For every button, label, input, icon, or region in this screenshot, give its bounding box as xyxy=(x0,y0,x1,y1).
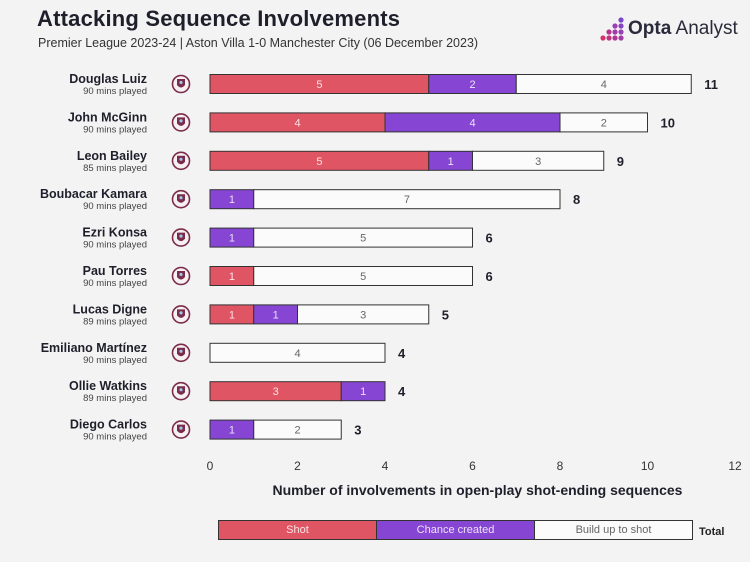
bar-segment-chance-label: 1 xyxy=(229,425,235,437)
brand-bold: Opta xyxy=(628,18,672,39)
player-name: Douglas Luiz xyxy=(69,72,147,86)
bar-total-label: 10 xyxy=(661,115,675,130)
bar-total-label: 4 xyxy=(398,346,406,361)
brand-name: Opta Analyst xyxy=(628,18,738,40)
bar-total-label: 5 xyxy=(442,307,449,322)
player-minutes: 89 mins played xyxy=(83,393,147,404)
bar-segment-chance-label: 1 xyxy=(360,386,366,398)
bar-segment-shot-label: 1 xyxy=(229,309,235,321)
x-tick-label: 8 xyxy=(557,459,564,473)
player-minutes: 85 mins played xyxy=(83,163,147,174)
bar-segment-build-up-label: 2 xyxy=(294,425,300,437)
bar-total-label: 8 xyxy=(573,192,580,207)
bar-segment-build-up xyxy=(297,304,430,325)
x-tick-label: 12 xyxy=(728,459,742,473)
bar-total-label: 4 xyxy=(398,384,406,399)
bar-segment-shot-label: 3 xyxy=(273,386,279,398)
chart-title: Attacking Sequence Involvements xyxy=(37,6,401,31)
player-minutes: 90 mins played xyxy=(83,278,147,289)
bar-segment-shot-label: 5 xyxy=(316,156,322,168)
legend-shot: Shot xyxy=(218,520,377,540)
x-tick-label: 2 xyxy=(294,459,301,473)
bar-segment-build-up xyxy=(559,112,648,133)
bar-segment-build-up-label: 4 xyxy=(294,348,300,360)
club-crest-lion-icon xyxy=(179,157,183,161)
bar-segment-shot-label: 4 xyxy=(294,117,300,129)
player-name: Emiliano Martínez xyxy=(41,341,147,355)
bar-segment-build-up-label: 4 xyxy=(601,79,607,91)
legend-total: Total xyxy=(699,526,725,538)
bar-segment-chance-label: 1 xyxy=(229,233,235,245)
x-tick-label: 4 xyxy=(382,459,389,473)
bar-segment-build-up xyxy=(209,342,386,363)
bar-segment-build-up xyxy=(515,74,692,94)
player-name: Ezri Konsa xyxy=(82,226,148,240)
player-name: Boubacar Kamara xyxy=(40,187,148,201)
bar-total-label: 9 xyxy=(617,154,624,169)
bar-segment-shot-label: 1 xyxy=(229,271,235,283)
bar-segment-build-up-label: 2 xyxy=(601,117,607,129)
player-minutes: 90 mins played xyxy=(83,432,147,443)
club-crest-lion-icon xyxy=(179,349,183,353)
bar-total-label: 6 xyxy=(486,231,493,246)
x-tick-label: 10 xyxy=(641,459,655,473)
player-minutes: 90 mins played xyxy=(83,240,147,251)
player-minutes: 90 mins played xyxy=(83,355,147,366)
club-crest-lion-icon xyxy=(179,80,183,85)
chart-subtitle: Premier League 2023-24 | Aston Villa 1-0… xyxy=(38,36,479,50)
player-name: Ollie Watkins xyxy=(69,379,147,393)
club-crest-lion-icon xyxy=(179,311,183,315)
x-tick-label: 0 xyxy=(207,459,214,473)
bar-total-label: 3 xyxy=(354,423,361,438)
player-name: Lucas Digne xyxy=(73,302,147,316)
bar-segment-build-up xyxy=(253,419,342,440)
player-name: John McGinn xyxy=(68,110,147,124)
bar-segment-build-up xyxy=(253,227,473,248)
bar-segment-build-up-label: 7 xyxy=(404,194,410,206)
opta-dots-logo-icon xyxy=(600,17,624,41)
club-crest-lion-icon xyxy=(179,388,183,392)
club-crest-lion-icon xyxy=(179,196,183,200)
legend-build-up: Build up to shot xyxy=(535,520,693,540)
brand-rest: Analyst xyxy=(675,18,738,39)
club-crest-lion-icon xyxy=(179,426,183,430)
club-crest-lion-icon xyxy=(179,234,183,238)
bar-total-label: 6 xyxy=(486,269,493,284)
bar-segment-chance-label: 2 xyxy=(469,79,475,91)
player-name: Leon Bailey xyxy=(77,149,147,163)
bar-segment-build-up-label: 3 xyxy=(360,309,366,321)
bar-segment-chance xyxy=(340,381,386,402)
club-crest-lion-icon xyxy=(179,272,183,277)
player-minutes: 90 mins played xyxy=(83,201,147,212)
bar-segment-build-up xyxy=(472,150,605,171)
bar-segment-chance-label: 4 xyxy=(469,117,475,129)
club-crest-lion-icon xyxy=(179,119,183,123)
bar-segment-chance-label: 1 xyxy=(273,309,279,321)
player-name: Pau Torres xyxy=(83,264,147,278)
bar-segment-shot-label: 5 xyxy=(316,79,322,91)
bar-segment-build-up-label: 5 xyxy=(360,233,366,245)
legend: Shot Chance created Build up to shot xyxy=(218,520,693,542)
player-name: Diego Carlos xyxy=(70,418,147,432)
player-minutes: 90 mins played xyxy=(83,124,147,135)
bar-segment-build-up-label: 5 xyxy=(360,271,366,283)
player-minutes: 89 mins played xyxy=(83,316,147,327)
x-axis-label: Number of involvements in open-play shot… xyxy=(273,482,683,498)
bar-segment-build-up xyxy=(253,266,473,286)
legend-chance-created: Chance created xyxy=(377,520,535,540)
bar-segment-build-up-label: 3 xyxy=(535,156,541,168)
bar-segment-chance-label: 1 xyxy=(229,194,235,206)
bar-segment-chance-label: 1 xyxy=(448,156,454,168)
bar-segment-build-up xyxy=(253,189,561,210)
x-tick-label: 6 xyxy=(469,459,476,473)
bar-total-label: 11 xyxy=(704,77,718,92)
player-minutes: 90 mins played xyxy=(83,86,147,97)
